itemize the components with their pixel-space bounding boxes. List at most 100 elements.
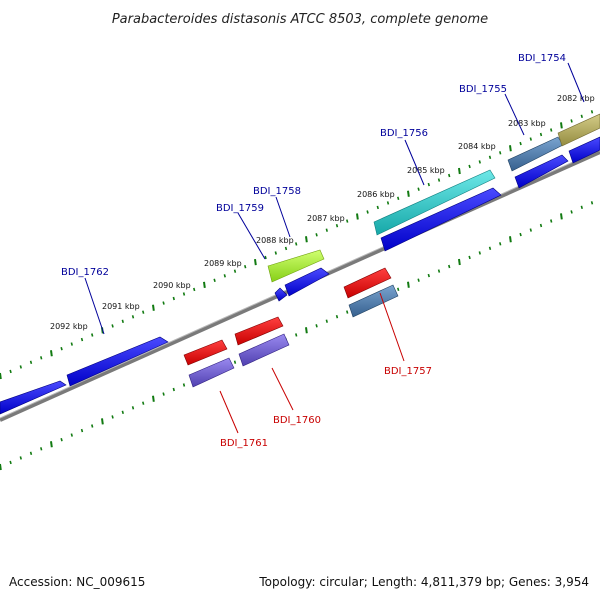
minor-tick (295, 333, 298, 337)
gene-label-bdi-1757[interactable]: BDI_1757 (384, 366, 432, 377)
map-title: Parabacteroides distasonis ATCC 8503, co… (112, 12, 488, 27)
gene-arrow-bdi-1757-lower[interactable] (348, 284, 399, 318)
minor-tick (519, 141, 522, 146)
minor-tick (223, 274, 226, 278)
major-tick (458, 167, 461, 175)
minor-tick (264, 255, 267, 260)
major-tick (509, 145, 512, 152)
minor-tick (539, 132, 543, 137)
major-tick (152, 304, 155, 311)
minor-tick (9, 460, 12, 465)
minor-tick (335, 314, 339, 319)
minor-tick (40, 356, 43, 360)
minor-tick (295, 242, 298, 246)
minor-tick (172, 296, 175, 301)
gene-arrow-bdi-1758-upper[interactable] (267, 249, 325, 283)
minor-tick (590, 201, 594, 205)
gene-arrow-bdi-1761[interactable] (183, 339, 228, 366)
minor-tick (437, 269, 441, 273)
major-tick (152, 395, 155, 402)
minor-tick (397, 287, 400, 292)
minor-tick (468, 164, 471, 169)
minor-tick (325, 319, 328, 323)
kbp-label: 2090 kbp (153, 281, 191, 290)
major-tick (254, 258, 257, 266)
minor-tick (427, 182, 430, 187)
minor-tick (274, 251, 277, 255)
minor-tick (142, 401, 145, 405)
minor-tick (417, 187, 420, 191)
minor-tick (29, 360, 33, 365)
minor-tick (397, 196, 400, 201)
major-tick (509, 236, 512, 243)
gene-arrow-bdi-1760[interactable] (234, 316, 284, 346)
gene-label-bdi-1756[interactable]: BDI_1756 (380, 128, 428, 139)
minor-tick (244, 264, 247, 269)
minor-tick (580, 114, 583, 119)
gene-arrow-bdi-1762b[interactable] (66, 336, 169, 387)
minor-tick (427, 273, 430, 278)
reverse-genes (183, 267, 399, 388)
minor-tick (417, 278, 420, 282)
gene-label-bdi-1761[interactable]: BDI_1761 (220, 438, 268, 449)
minor-tick (488, 155, 492, 160)
gene-label-bdi-1754[interactable]: BDI_1754 (518, 53, 566, 64)
gene-arrow-bdi-1754[interactable] (557, 113, 600, 147)
minor-tick (111, 415, 114, 419)
minor-tick (60, 437, 63, 442)
gene-arrow-bdi-1757[interactable] (343, 267, 392, 299)
minor-tick (284, 246, 288, 251)
major-tick (407, 190, 410, 197)
minor-tick (213, 278, 216, 283)
minor-tick (366, 210, 369, 214)
minor-tick (478, 251, 481, 255)
gene-arrow-bdi-1762[interactable] (0, 380, 67, 415)
minor-tick (182, 292, 186, 296)
minor-tick (111, 324, 114, 328)
kbp-label: 2085 kbp (407, 166, 445, 175)
gene-arrow-bdi-1759[interactable] (274, 287, 288, 302)
minor-tick (488, 246, 492, 251)
accession-text: Accession: NC_009615 (9, 575, 145, 589)
gene-arrow-bdi-1758[interactable] (284, 267, 330, 297)
minor-tick (529, 137, 532, 141)
minor-tick (172, 387, 175, 392)
gene-arrow-bdi-1760-lower[interactable] (238, 333, 290, 367)
minor-tick (121, 410, 124, 415)
gene-arrow-bdi-1755-lower[interactable] (514, 154, 569, 189)
minor-tick (131, 406, 135, 410)
kbp-label: 2082 kbp (557, 94, 595, 103)
gene-label-bdi-1759[interactable]: BDI_1759 (216, 203, 264, 214)
minor-tick (346, 219, 349, 223)
gene-label-bdi-1760[interactable]: BDI_1760 (273, 415, 321, 426)
gene-label-bdi-1762[interactable]: BDI_1762 (61, 267, 109, 278)
minor-tick (70, 433, 73, 437)
minor-tick (70, 342, 73, 346)
upper-tick-lane (0, 110, 594, 380)
gene-arrow-bdi-1754-lower[interactable] (568, 136, 600, 164)
kbp-label: 2091 kbp (102, 302, 140, 311)
minor-tick (346, 310, 349, 314)
minor-tick (193, 287, 196, 292)
minor-tick (550, 219, 553, 223)
minor-tick (499, 242, 502, 246)
minor-tick (386, 201, 390, 205)
major-tick (0, 372, 2, 380)
minor-tick (142, 310, 145, 314)
major-tick (560, 122, 563, 129)
major-tick (407, 281, 410, 288)
minor-tick (335, 223, 339, 228)
callout-lines (84, 62, 585, 434)
major-tick (560, 213, 563, 220)
major-tick (305, 327, 308, 334)
minor-tick (550, 128, 553, 132)
major-tick (305, 236, 308, 243)
minor-tick (468, 255, 471, 260)
gene-arrow-bdi-1756-lower[interactable] (380, 187, 502, 252)
gene-arrow-bdi-1761-lower[interactable] (188, 357, 235, 388)
gene-label-bdi-1758[interactable]: BDI_1758 (253, 186, 301, 197)
gene-labels: BDI_1754 BDI_1755 BDI_1756 BDI_1758 BDI_… (61, 53, 566, 449)
gene-arrow-bdi-1756[interactable] (373, 169, 496, 236)
gene-label-bdi-1755[interactable]: BDI_1755 (459, 84, 507, 95)
